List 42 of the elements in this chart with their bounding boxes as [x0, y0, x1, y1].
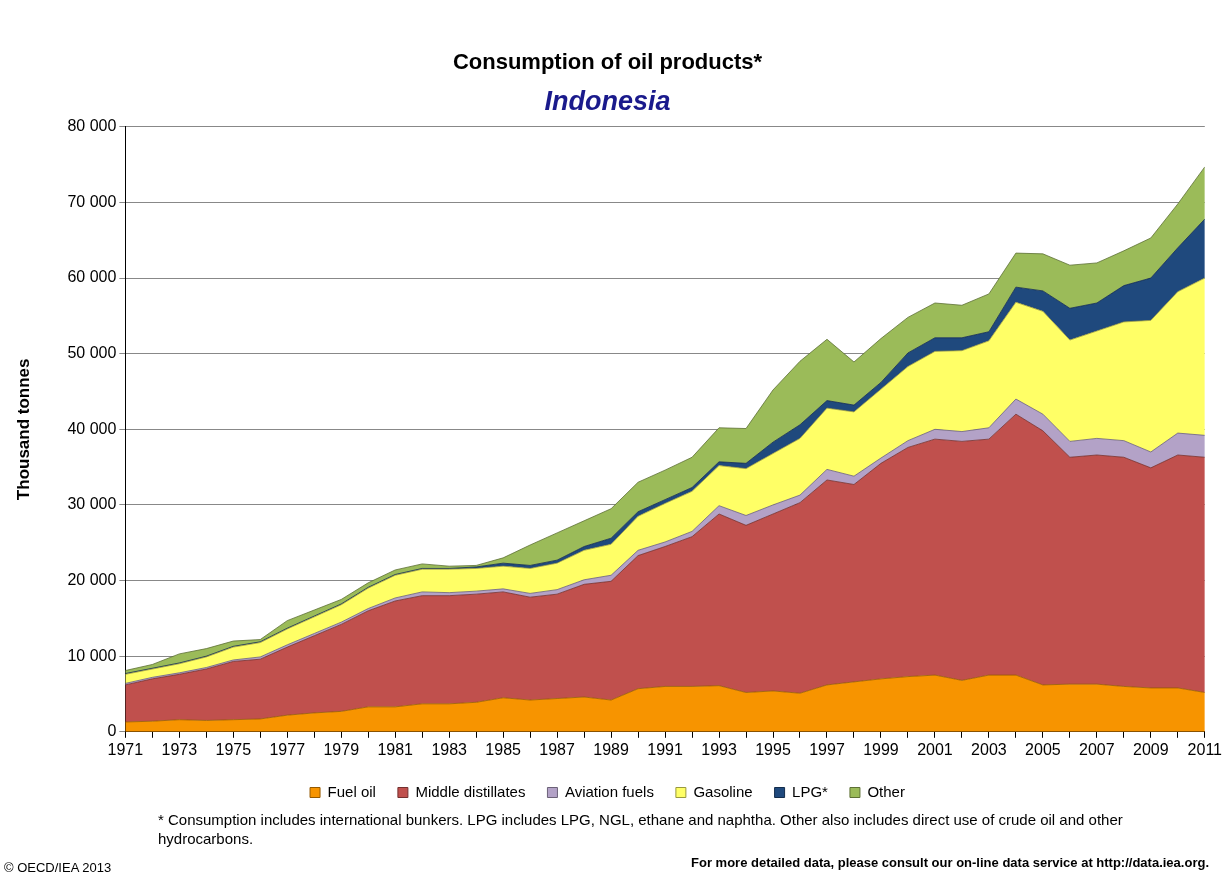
x-tick-label: 1995: [755, 740, 791, 758]
chart-subtitle: Indonesia: [544, 86, 671, 117]
x-tick-label: 1975: [215, 740, 252, 758]
legend-label: Gasoline: [693, 782, 753, 800]
x-tick-label: 1977: [269, 740, 306, 758]
legend-label: Fuel oil: [327, 782, 376, 800]
x-tick-label: 1987: [539, 740, 576, 758]
y-tick-label: 60 000: [67, 268, 117, 286]
x-tick-label: 1983: [431, 740, 468, 758]
text: © OECD/IEA 2013: [4, 860, 112, 874]
x-tick-label: 1981: [377, 740, 414, 758]
x-tick-label: 2009: [1133, 740, 1169, 758]
x-tick-label: 2001: [917, 740, 953, 758]
x-tick-label: 1999: [863, 740, 899, 758]
legend-label: Other: [867, 782, 905, 800]
x-tick-label: 1989: [593, 740, 629, 758]
x-tick-label: 1993: [701, 740, 737, 758]
x-tick-label: 2003: [971, 740, 1007, 758]
chart-title: Consumption of oil products*: [452, 49, 763, 75]
x-tick-label: 1973: [161, 740, 198, 758]
y-tick-label: 50 000: [67, 344, 117, 362]
legend-label: Middle distillates: [415, 782, 526, 800]
x-tick-label: 1991: [647, 740, 683, 758]
y-tick-label: 20 000: [67, 570, 117, 588]
text: * Consumption includes international bunkers. LPG includes LPG, NGL, ethane and naphtha. Other also includes direct use of crude oil and other hydrocarbons.: [158, 810, 1124, 848]
x-tick-label: 2011: [1187, 740, 1223, 758]
x-tick-label: 2005: [1025, 740, 1061, 758]
y-tick-label: 40 000: [67, 419, 117, 437]
legend-label: LPG*: [792, 782, 829, 800]
x-tick-label: 1971: [107, 740, 144, 758]
y-tick-label: 0: [107, 722, 117, 740]
text: For more detailed data, please consult our on-line data service at http://data.iea.org.: [691, 855, 1209, 870]
y-tick-label: 80 000: [67, 117, 117, 135]
y-tick-label: 30 000: [67, 495, 117, 513]
x-tick-label: 1997: [809, 740, 845, 758]
x-tick-label: 1985: [485, 740, 522, 758]
legend-label: Aviation fuels: [564, 782, 654, 800]
y-tick-label: 70 000: [67, 192, 117, 210]
y-tick-label: 10 000: [67, 646, 117, 664]
y-axis-title: Thousand tonnes: [13, 358, 33, 501]
x-tick-label: 1979: [323, 740, 360, 758]
x-tick-label: 2007: [1079, 740, 1115, 758]
